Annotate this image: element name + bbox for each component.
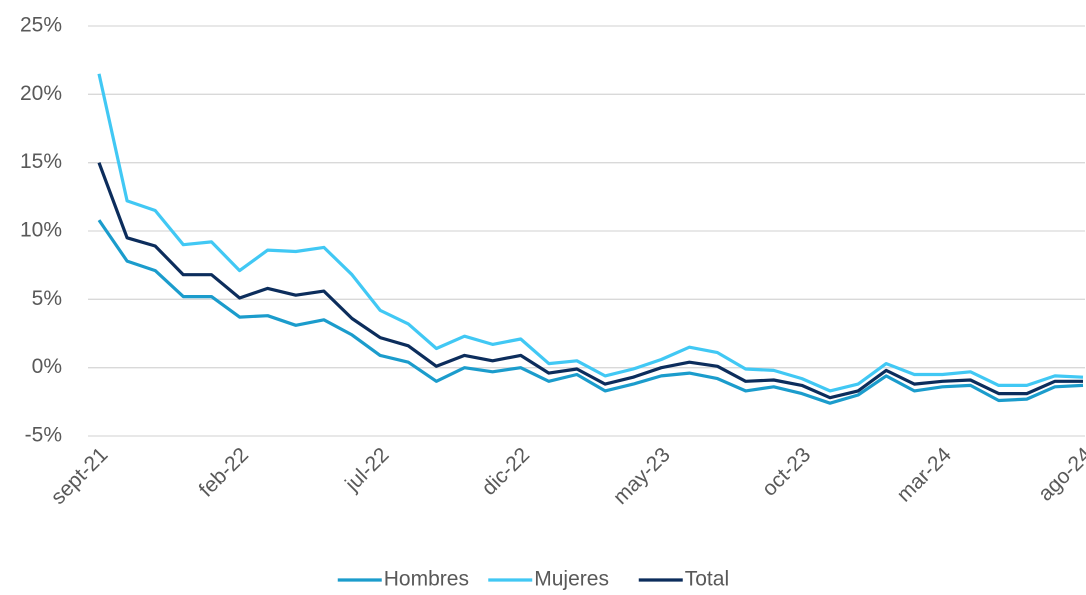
series-line: [97, 219, 1084, 405]
y-tick-label: 0%: [32, 355, 62, 378]
x-tick-label: sept-21: [47, 443, 113, 509]
series-line: [97, 162, 1083, 400]
series-line: [97, 73, 1084, 393]
x-tick-label: oct-23: [758, 443, 816, 501]
y-tick-label: 20%: [20, 82, 62, 105]
x-tick-label: may-23: [609, 443, 675, 509]
x-tick-label: dic-22: [477, 443, 534, 500]
x-tick-label: ago-24: [1034, 443, 1086, 506]
y-tick-label: 25%: [20, 14, 62, 37]
y-tick-label: 5%: [32, 287, 62, 310]
legend-label: Mujeres: [534, 568, 609, 591]
y-tick-label: -5%: [25, 424, 62, 447]
x-tick-label: mar-24: [893, 443, 957, 507]
legend-label: Hombres: [384, 568, 469, 591]
y-tick-label: 15%: [20, 150, 62, 173]
legend-label: Total: [685, 568, 729, 591]
y-tick-label: 10%: [20, 219, 62, 242]
x-tick-label: jul-22: [340, 443, 393, 496]
x-tick-label: feb-22: [195, 443, 253, 501]
